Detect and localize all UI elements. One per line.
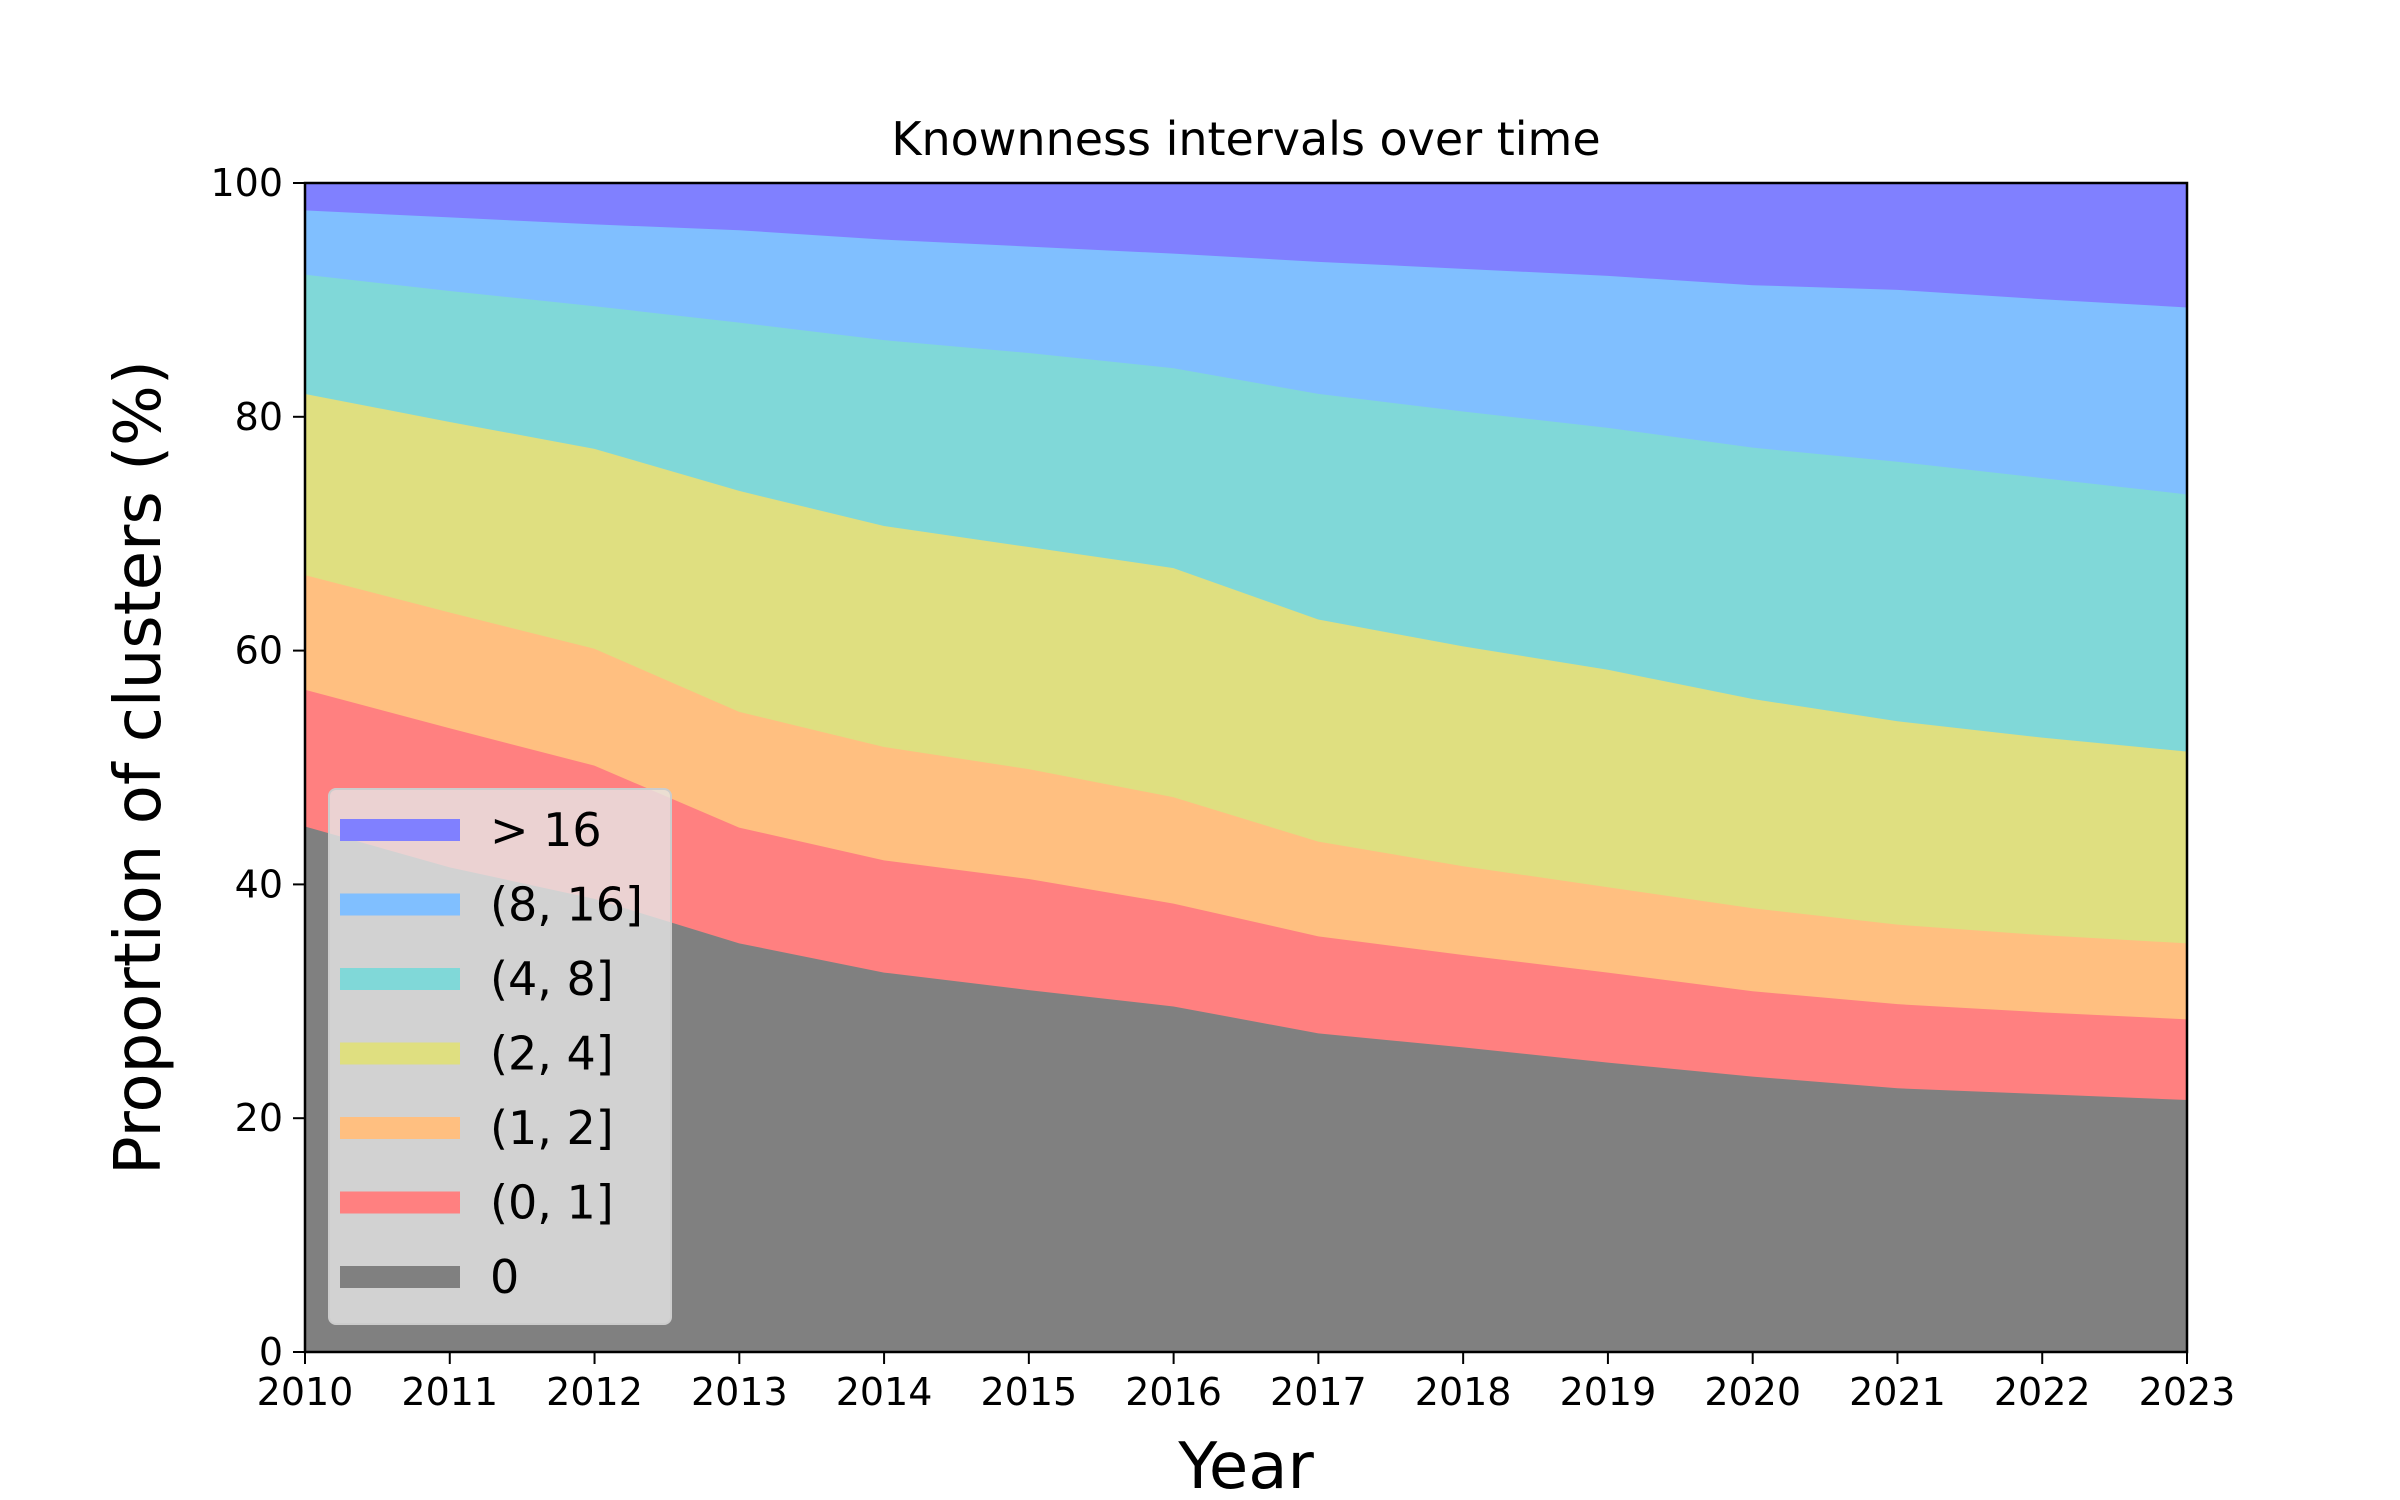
legend-swatch — [340, 1042, 460, 1065]
x-tick-label: 2012 — [546, 1370, 643, 1414]
y-axis: 0 20 40 60 80 100 — [210, 161, 305, 1374]
x-tick-label: 2014 — [836, 1370, 933, 1414]
x-tick-label: 2020 — [1704, 1370, 1801, 1414]
x-tick-label: 2011 — [401, 1370, 498, 1414]
legend-label: 0 — [490, 1250, 519, 1304]
legend-label: (4, 8] — [490, 952, 614, 1006]
x-tick-label: 2019 — [1560, 1370, 1657, 1414]
legend: > 16 (8, 16] (4, 8] (2, 4] (1, 2] (0, 1] 0 — [328, 788, 672, 1325]
plot-frame — [303, 181, 2189, 1354]
legend-box — [328, 788, 672, 1325]
legend-label: (8, 16] — [490, 878, 643, 932]
x-tick-label: 2021 — [1849, 1370, 1946, 1414]
x-tick-label: 2023 — [2139, 1370, 2236, 1414]
legend-label: (0, 1] — [490, 1176, 614, 1230]
x-tick-label: 2013 — [691, 1370, 788, 1414]
y-tick-label: 60 — [235, 629, 283, 673]
legend-swatch — [340, 893, 460, 916]
legend-swatch — [340, 1117, 460, 1139]
x-tick-label: 2017 — [1270, 1370, 1367, 1414]
y-tick-label: 100 — [210, 161, 283, 205]
chart-title: Knownness intervals over time — [891, 112, 1600, 166]
y-tick-label: 80 — [235, 395, 283, 439]
legend-label: > 16 — [490, 803, 602, 857]
y-axis-label: Proportion of clusters (%) — [102, 360, 176, 1175]
x-tick-label: 2016 — [1125, 1370, 1222, 1414]
y-tick-label: 0 — [259, 1330, 283, 1374]
x-tick-label: 2015 — [980, 1370, 1077, 1414]
x-axis-label: Year — [1177, 1430, 1314, 1500]
legend-swatch — [340, 968, 460, 990]
legend-label: (2, 4] — [490, 1027, 614, 1081]
x-tick-label: 2018 — [1415, 1370, 1512, 1414]
x-tick-label: 2010 — [257, 1370, 354, 1414]
y-tick-label: 40 — [235, 862, 283, 906]
legend-swatch — [340, 1191, 460, 1214]
stacked-areas — [304, 182, 2188, 1353]
legend-swatch — [340, 1266, 460, 1288]
x-axis: 2010 2011 2012 2013 2014 2015 2016 2017 2018 2019… — [257, 1352, 2236, 1414]
legend-label: (1, 2] — [490, 1101, 614, 1155]
x-tick-label: 2022 — [1994, 1370, 2091, 1414]
legend-swatch — [340, 819, 460, 841]
y-tick-label: 20 — [235, 1096, 283, 1140]
